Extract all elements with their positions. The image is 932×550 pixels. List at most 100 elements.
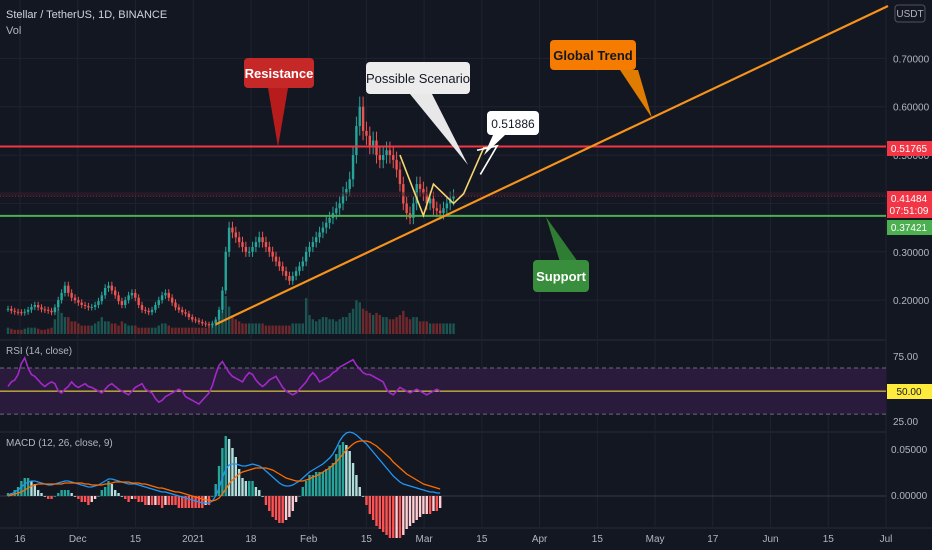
candle-body	[278, 261, 281, 267]
candle-body	[378, 155, 382, 160]
support-callout[interactable]: Support	[533, 217, 589, 292]
volume-bar	[140, 327, 144, 334]
macd-histogram-bar	[328, 466, 331, 496]
candle-body	[187, 313, 191, 318]
candle-body	[40, 307, 43, 310]
global-trend-line	[215, 5, 889, 326]
macd-histogram-bar	[388, 496, 392, 538]
candle-body	[392, 155, 395, 160]
candle-body	[428, 198, 432, 204]
volume-bar	[127, 325, 130, 334]
macd-histogram-bar	[60, 490, 63, 496]
volume-bar	[294, 323, 298, 334]
volume-bar	[428, 323, 432, 334]
volume-bar	[10, 328, 13, 334]
volume-bar	[231, 315, 234, 334]
macd-histogram-bar	[358, 487, 361, 496]
volume-bar	[365, 310, 368, 334]
macd-histogram-bar	[224, 436, 227, 496]
candle-body	[204, 323, 207, 325]
macd-histogram-bar	[43, 496, 47, 497]
macd-histogram-bar	[57, 493, 60, 496]
volume-bar	[345, 317, 348, 334]
candle-body	[167, 292, 170, 298]
volume-bar	[341, 317, 345, 334]
candle-body	[154, 304, 157, 310]
volume-bar	[244, 323, 248, 334]
volume-bar	[124, 323, 127, 334]
volume-bar	[264, 325, 268, 334]
volume-bar	[100, 317, 103, 334]
macd-histogram-bar	[214, 484, 217, 496]
resistance-callout[interactable]: Resistance	[244, 58, 314, 147]
volume-bar	[274, 325, 278, 334]
candle-body	[274, 256, 278, 262]
volume-bar	[191, 327, 194, 334]
candle-body	[375, 140, 378, 156]
macd-histogram-bar	[33, 484, 36, 496]
candle-body	[358, 106, 361, 127]
scenario-label: Possible Scenario	[366, 71, 470, 86]
macd-histogram-bar	[137, 496, 140, 502]
macd-histogram-bar	[402, 496, 405, 535]
macd-histogram-bar	[248, 481, 251, 496]
volume-bar	[50, 327, 53, 334]
candle-body	[301, 261, 304, 267]
volume-bar	[164, 323, 167, 334]
candle-body	[227, 227, 231, 252]
candle-body	[150, 309, 154, 313]
candle-body	[281, 266, 284, 272]
candle-body	[231, 227, 234, 233]
time-tick-label: 16	[14, 534, 26, 545]
scenario-forecast	[476, 144, 499, 175]
macd-histogram-bar	[53, 496, 57, 497]
candle-body	[244, 246, 248, 252]
volume-bar	[355, 300, 358, 334]
volume-bar	[227, 306, 231, 334]
macd-histogram-bar	[97, 496, 100, 497]
currency-badge[interactable]: USDT	[894, 4, 926, 23]
time-tick-label: 15	[823, 534, 835, 545]
volume-bar	[97, 321, 100, 334]
volume-bar	[237, 321, 241, 334]
rsi-tick-25: 25.00	[893, 417, 918, 428]
macd-histogram-bar	[418, 496, 422, 517]
volume-bar	[87, 325, 90, 334]
macd-histogram-bar	[184, 496, 187, 508]
candle-body	[445, 203, 449, 209]
macd-histogram-bar	[311, 475, 315, 496]
macd-histogram-bar	[375, 496, 378, 526]
candle-body	[345, 188, 348, 194]
target-callout[interactable]: 0.51886	[484, 111, 539, 155]
drawing-overlays	[0, 5, 889, 326]
price-tick-label: 0.20000	[893, 296, 930, 307]
macd-histogram-bar	[231, 448, 234, 496]
macd-histogram-bar	[338, 445, 341, 496]
macd-histogram-bar	[47, 496, 50, 499]
candle-body	[438, 210, 442, 214]
volume-bar	[378, 315, 382, 334]
target-label: 0.51886	[491, 117, 535, 131]
scenario-callout[interactable]: Possible Scenario	[366, 62, 470, 165]
volume-bar	[452, 323, 455, 334]
macd-tick-0: 0.00000	[891, 491, 928, 502]
symbol-title: Stellar / TetherUS, 1D, BINANCE	[6, 9, 167, 21]
macd-histogram-bar	[304, 481, 308, 496]
volume-bar	[248, 323, 251, 334]
volume-bar	[224, 296, 227, 334]
volume-bar	[438, 323, 442, 334]
signal-line	[7, 440, 441, 502]
support-price-badge: 0.37421	[887, 220, 932, 235]
macd-histogram-bar	[194, 496, 197, 508]
candle-body	[93, 304, 97, 307]
global-trend-callout[interactable]: Global Trend	[550, 40, 652, 118]
chart-grid	[0, 0, 932, 529]
volume-bar	[304, 298, 308, 334]
macd-histogram-bar	[90, 496, 93, 502]
candle-body	[264, 242, 268, 247]
volume-bar	[298, 323, 301, 334]
volume-bar	[93, 323, 97, 334]
macd-histogram-bar	[110, 484, 114, 496]
candle-body	[348, 179, 351, 189]
